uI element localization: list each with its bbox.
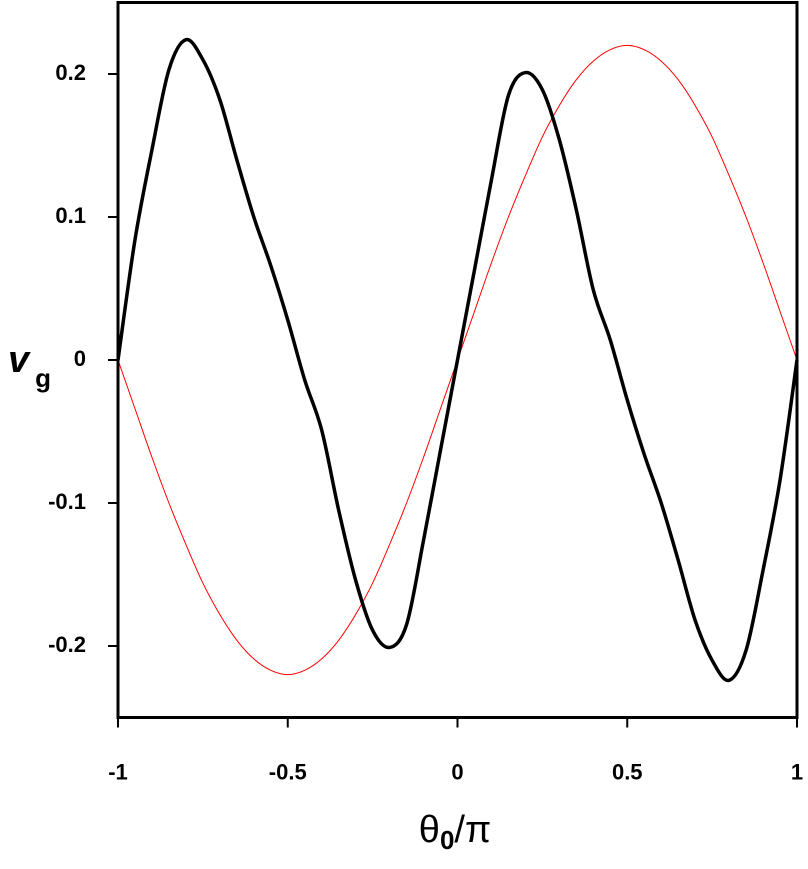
x-tick-label: 0 bbox=[451, 759, 463, 784]
y-tick-label: 0.1 bbox=[55, 203, 86, 228]
plot-frame bbox=[116, 1, 799, 719]
x-label-main: θ bbox=[419, 809, 440, 851]
x-tick-label: 1 bbox=[791, 759, 803, 784]
y-tick-label: -0.1 bbox=[48, 489, 86, 514]
y-tick-label: 0 bbox=[74, 346, 86, 371]
x-label-tail: /π bbox=[454, 809, 491, 851]
x-label-sub: 0 bbox=[440, 825, 454, 855]
x-tick-label: -1 bbox=[108, 759, 128, 784]
x-axis-label: θ0/π bbox=[419, 809, 491, 855]
line-series bbox=[116, 37, 799, 683]
y-tick-label: -0.2 bbox=[48, 632, 86, 657]
x-tick-label: 0.5 bbox=[612, 759, 643, 784]
y-tick-label: 0.2 bbox=[55, 60, 86, 85]
x-tick-label: -0.5 bbox=[269, 759, 307, 784]
y-label-main: v bbox=[8, 339, 31, 381]
y-label-sub: g bbox=[35, 363, 51, 393]
